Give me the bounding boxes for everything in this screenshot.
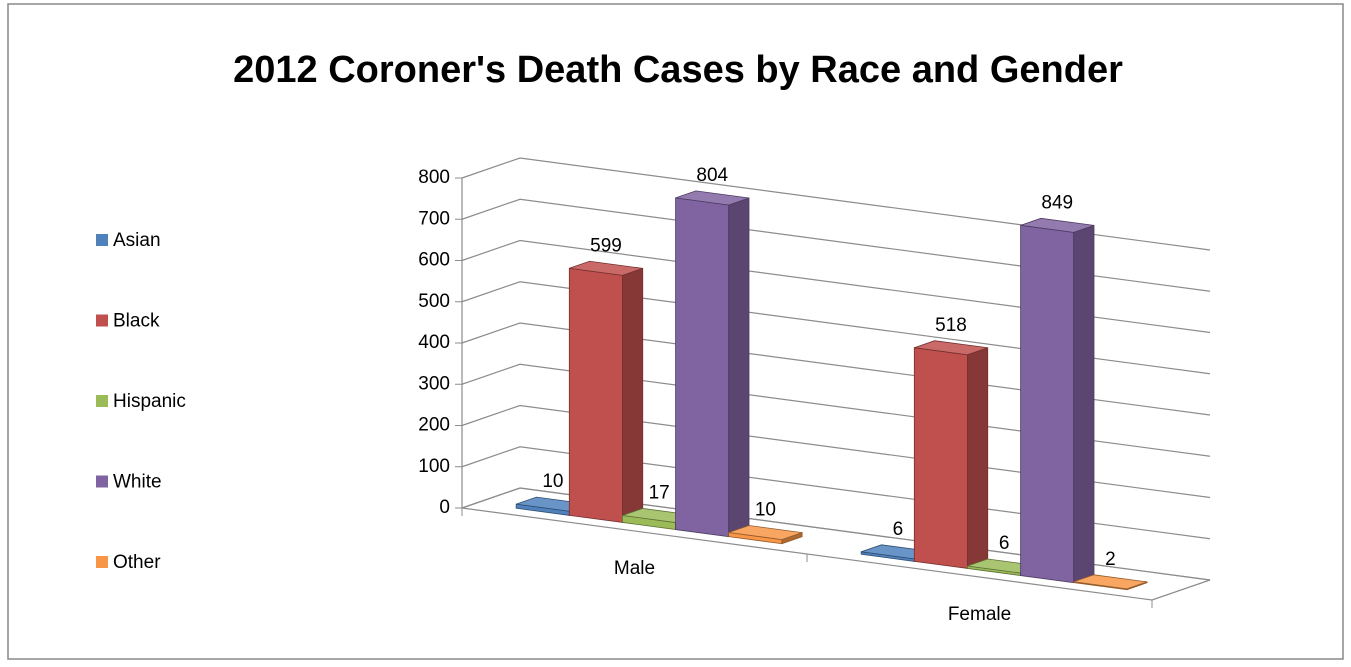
data-label: 2: [1105, 549, 1116, 570]
data-label: 10: [755, 500, 776, 521]
legend-swatch: [96, 395, 108, 407]
legend-label: Asian: [113, 230, 161, 251]
bar: [728, 525, 803, 545]
legend-label: White: [113, 472, 162, 493]
x-tick-label: Female: [948, 604, 1011, 625]
x-tick-label: Male: [614, 558, 655, 579]
y-tick-label: 0: [439, 497, 450, 518]
data-label: 6: [893, 519, 904, 540]
data-label: 17: [649, 483, 670, 504]
data-label: 6: [999, 533, 1010, 554]
legend-label: Hispanic: [113, 391, 186, 412]
y-tick-label: 800: [418, 167, 450, 188]
y-tick-label: 200: [418, 415, 450, 436]
grid-line: [461, 281, 1211, 375]
bar-face: [728, 197, 750, 538]
legend-label: Other: [113, 552, 161, 573]
data-label: 599: [590, 235, 622, 256]
bar: [1073, 574, 1148, 591]
chart-title: 2012 Coroner's Death Cases by Race and G…: [233, 49, 1123, 91]
bar-face: [1020, 217, 1095, 233]
legend-label: Black: [113, 311, 160, 332]
bar-face: [1073, 574, 1148, 590]
bar-face: [569, 260, 643, 276]
floor: [461, 487, 1211, 601]
bar: [913, 340, 989, 570]
legend-swatch: [96, 556, 108, 568]
y-tick-label: 600: [418, 250, 450, 271]
grid-line: [461, 198, 1211, 292]
bar-face: [914, 340, 988, 356]
bar-face: [622, 267, 644, 524]
bar-face: [967, 347, 989, 570]
data-label: 849: [1041, 192, 1073, 213]
data-label: 804: [696, 165, 728, 186]
bar-face: [913, 347, 968, 569]
bar-face: [675, 197, 730, 538]
bar-face: [675, 190, 750, 206]
y-tick-label: 700: [418, 208, 450, 229]
y-tick-label: 400: [418, 332, 450, 353]
grid-line: [461, 157, 1211, 251]
bar: [675, 190, 750, 538]
legend-swatch: [96, 475, 108, 488]
bar-face: [568, 267, 623, 523]
legend-swatch: [96, 234, 108, 246]
y-tick-label: 300: [418, 373, 450, 394]
bar-face: [728, 525, 803, 540]
y-tick-label: 500: [418, 291, 450, 312]
data-label: 518: [935, 315, 967, 336]
bar: [1020, 217, 1095, 584]
data-label: 10: [542, 471, 563, 492]
grid-line: [461, 239, 1211, 334]
bar-face: [1020, 224, 1075, 584]
bar: [568, 260, 644, 524]
legend-swatch: [96, 314, 108, 327]
y-tick-label: 100: [418, 456, 450, 477]
bar-face: [1073, 224, 1095, 584]
